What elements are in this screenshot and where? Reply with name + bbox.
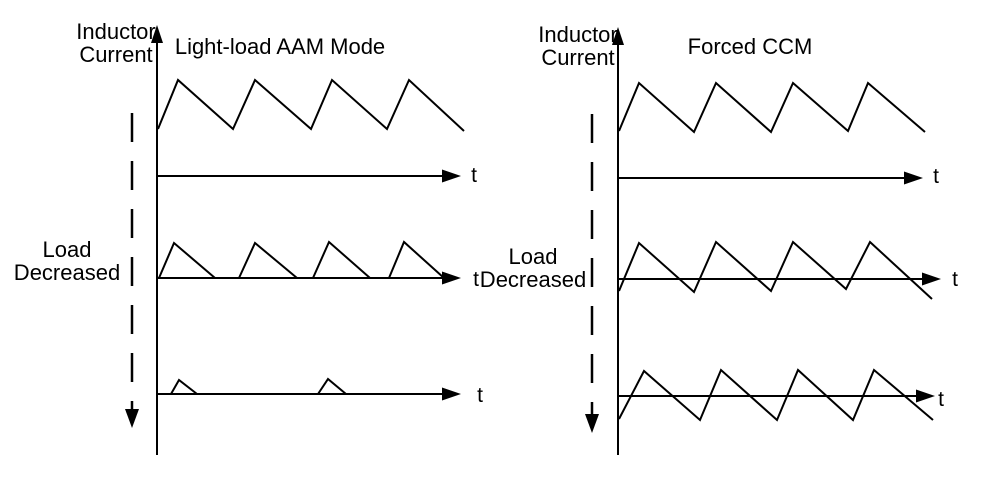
aam-inductor-current-line2: Current	[79, 42, 153, 67]
forced-ccm-time-axis-1-arrowhead-icon	[904, 171, 923, 185]
light-load-aam-waveform-row3-1	[170, 378, 198, 395]
aam-inductor-current-line1: Inductor	[76, 19, 156, 44]
aam-panel-title: Light-load AAM Mode	[174, 34, 386, 59]
light-load-aam-current-axis-arrowhead-icon	[151, 25, 163, 43]
aam-row1-t-label: t	[471, 164, 477, 187]
ccm-load-decreased-line2: Decreased	[479, 267, 587, 292]
ccm-panel-title: Forced CCM	[687, 34, 813, 59]
light-load-aam-time-axis-1-arrowhead-icon	[442, 169, 461, 183]
light-load-aam-waveform-row1-1	[157, 78, 465, 132]
light-load-aam-waveform-row2-2	[238, 241, 298, 279]
aam-inductor-current-label: Inductor Current	[76, 20, 156, 66]
ccm-row3-t-label: t	[938, 388, 944, 411]
aam-load-decreased-line1: Load	[42, 237, 92, 262]
ccm-inductor-current-line1: Inductor	[538, 22, 618, 47]
ccm-inductor-current-line2: Current	[541, 45, 615, 70]
forced-ccm-time-axis-2-arrowhead-icon	[922, 272, 941, 286]
light-load-aam-waveform-row2-1	[158, 241, 216, 279]
light-load-aam-waveform-row3-2	[317, 377, 347, 395]
ccm-row1-t-label: t	[933, 165, 939, 188]
aam-row2-t-label: t	[473, 268, 479, 291]
aam-row3-t-label: t	[477, 384, 483, 407]
light-load-aam-load-decrease-arrowhead-icon	[125, 409, 139, 428]
ccm-row2-t-label: t	[952, 268, 958, 291]
forced-ccm-time-axis-3-arrowhead-icon	[916, 389, 935, 403]
light-load-aam-time-axis-3-arrowhead-icon	[442, 387, 461, 401]
light-load-aam-waveform-row2-4	[388, 240, 445, 279]
ccm-inductor-current-label: Inductor Current	[538, 23, 618, 69]
ccm-load-decreased-label: Load Decreased	[480, 245, 586, 291]
light-load-aam-time-axis-2-arrowhead-icon	[442, 271, 461, 285]
ccm-load-decreased-line1: Load	[508, 244, 558, 269]
forced-ccm-waveform-row2-1	[618, 240, 933, 300]
aam-load-decreased-label: Load Decreased	[14, 238, 120, 284]
forced-ccm-current-axis-arrowhead-icon	[612, 27, 624, 45]
forced-ccm-waveform-row1-1	[618, 81, 926, 134]
forced-ccm-waveform-row3-1	[618, 368, 934, 422]
light-load-aam-waveform-row2-3	[312, 240, 371, 279]
forced-ccm-load-decrease-arrowhead-icon	[585, 414, 599, 433]
aam-load-decreased-line2: Decreased	[13, 260, 121, 285]
